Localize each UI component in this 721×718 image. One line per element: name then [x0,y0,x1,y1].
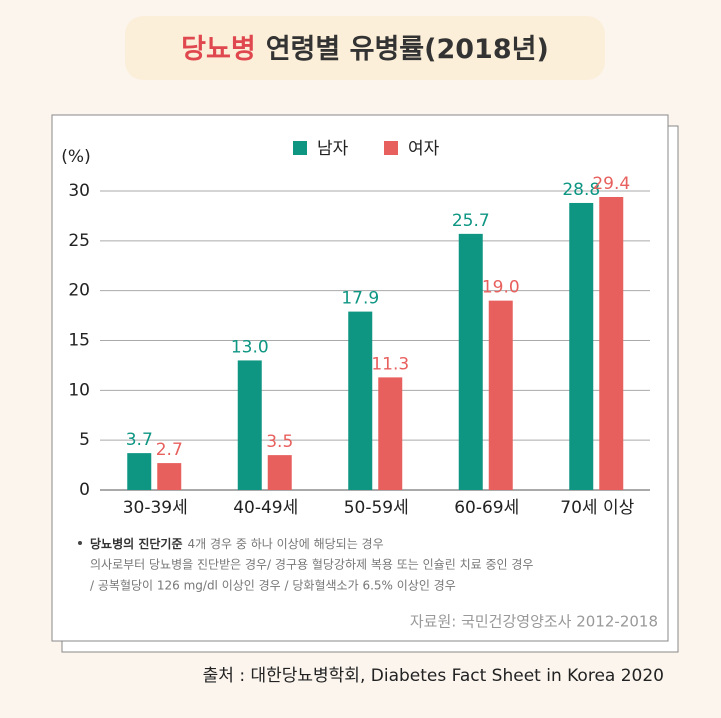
bar [599,196,624,491]
value-label: 19.0 [482,278,520,298]
x-tick-label: 70세 이상 [560,498,634,518]
value-label: 28.8 [562,180,600,200]
x-tick-label: 50-59세 [344,498,409,518]
value-label: 29.4 [592,174,630,194]
note-line: / 공복혈당이 126 mg/dl 이상인 경우 / 당화혈색소가 6.5% 이… [90,579,456,593]
x-tick-label: 30-39세 [123,498,188,518]
note-line: 의사로부터 당뇨병을 진단받은 경우/ 경구용 혈당강하제 복용 또는 인슐린 … [90,558,533,572]
title-highlight: 당뇨병 [181,34,256,65]
value-label: 2.7 [156,440,183,460]
bar [157,463,182,490]
legend-swatch [293,141,307,155]
note: 당뇨병의 진단기준 4개 경우 중 하나 이상에 해당되는 경우 [90,536,384,551]
bar [488,300,513,490]
y-tick-label: 30 [68,181,90,201]
title-tab [125,16,605,80]
value-label: 11.3 [371,354,409,374]
y-tick-label: 25 [68,231,90,251]
value-label: 13.0 [231,337,269,357]
value-label: 3.7 [126,430,153,450]
legend-label: 남자 [317,139,349,159]
bar [127,453,152,490]
y-tick-label: 0 [79,480,90,500]
y-axis-label: (%) [61,147,90,167]
chart-title: 당뇨병 연령별 유병률(2018년) [181,34,549,65]
note-label: 당뇨병의 진단기준 [90,536,183,551]
y-tick-label: 10 [68,380,90,400]
bar [458,233,483,490]
y-tick-label: 15 [68,331,90,351]
citation: 출처 : 대한당뇨병학회, Diabetes Fact Sheet in Kor… [203,666,664,686]
bullet [78,541,82,545]
bar [267,455,292,490]
y-tick-label: 20 [68,281,90,301]
legend-swatch [384,141,398,155]
x-tick-label: 60-69세 [454,498,519,518]
source: 자료원: 국민건강영양조사 2012-2018 [410,613,658,631]
bar [237,360,262,490]
bar [348,311,373,490]
y-tick-label: 5 [79,430,90,450]
value-label: 3.5 [266,432,293,452]
card [51,114,669,642]
bar [378,377,403,490]
x-tick-label: 40-49세 [233,498,298,518]
legend-label: 여자 [408,139,440,159]
bar [569,202,594,490]
title-text: 연령별 유병률(2018년) [266,34,549,65]
value-label: 25.7 [452,211,490,231]
note-text: 4개 경우 중 하나 이상에 해당되는 경우 [188,537,384,551]
value-label: 17.9 [341,289,379,309]
